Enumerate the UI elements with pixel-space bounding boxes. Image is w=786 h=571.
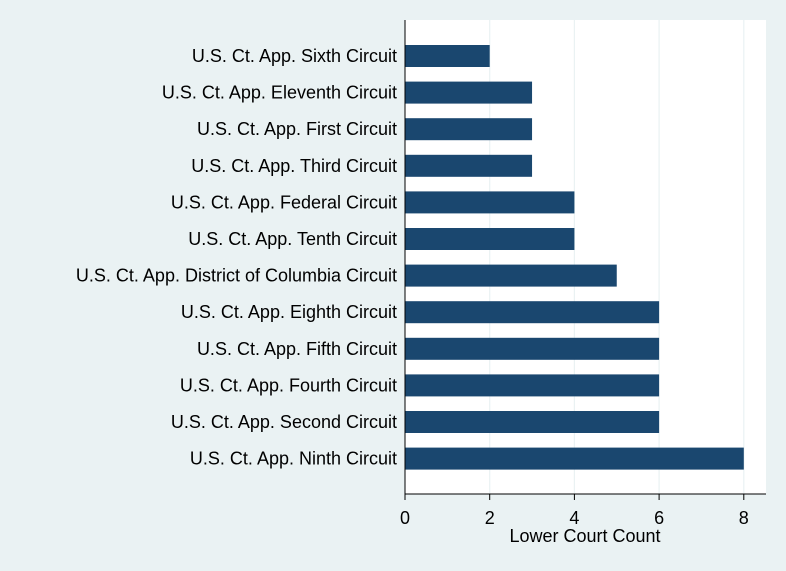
- x-tick-label-4: 4: [569, 508, 579, 528]
- x-tick-label-0: 0: [400, 508, 410, 528]
- bar-12: [405, 447, 744, 470]
- bar-4: [405, 154, 533, 177]
- bar-1: [405, 45, 490, 67]
- category-label-9: U.S. Ct. App. Fifth Circuit: [197, 339, 397, 359]
- category-label-5: U.S. Ct. App. Federal Circuit: [171, 192, 397, 212]
- category-label-8: U.S. Ct. App. Eighth Circuit: [181, 302, 397, 322]
- axes: [404, 20, 766, 500]
- x-tick-labels: 0 2 4 6 8: [400, 508, 749, 528]
- bar-8: [405, 301, 660, 324]
- category-label-12: U.S. Ct. App. Ninth Circuit: [190, 449, 397, 469]
- bar-11: [405, 411, 660, 433]
- category-label-10: U.S. Ct. App. Fourth Circuit: [180, 375, 397, 395]
- category-label-11: U.S. Ct. App. Second Circuit: [171, 412, 397, 432]
- x-tick-label-8: 8: [739, 508, 749, 528]
- bar-3: [405, 118, 533, 141]
- bar-6: [405, 228, 575, 250]
- x-axis-title: Lower Court Count: [509, 526, 660, 546]
- x-tick-label-6: 6: [654, 508, 664, 528]
- bar-9: [405, 337, 660, 360]
- category-label-7: U.S. Ct. App. District of Columbia Circu…: [76, 266, 397, 286]
- bars: [405, 45, 744, 470]
- category-label-6: U.S. Ct. App. Tenth Circuit: [188, 229, 397, 249]
- bar-10: [405, 374, 660, 397]
- category-label-2: U.S. Ct. App. Eleventh Circuit: [162, 83, 397, 103]
- category-label-1: U.S. Ct. App. Sixth Circuit: [192, 46, 397, 66]
- category-labels: U.S. Ct. App. Sixth Circuit U.S. Ct. App.…: [76, 46, 397, 469]
- bar-5: [405, 191, 575, 214]
- category-label-3: U.S. Ct. App. First Circuit: [197, 119, 397, 139]
- category-label-4: U.S. Ct. App. Third Circuit: [191, 156, 397, 176]
- bar-7: [405, 264, 617, 287]
- x-tick-label-2: 2: [485, 508, 495, 528]
- bar-2: [405, 81, 533, 104]
